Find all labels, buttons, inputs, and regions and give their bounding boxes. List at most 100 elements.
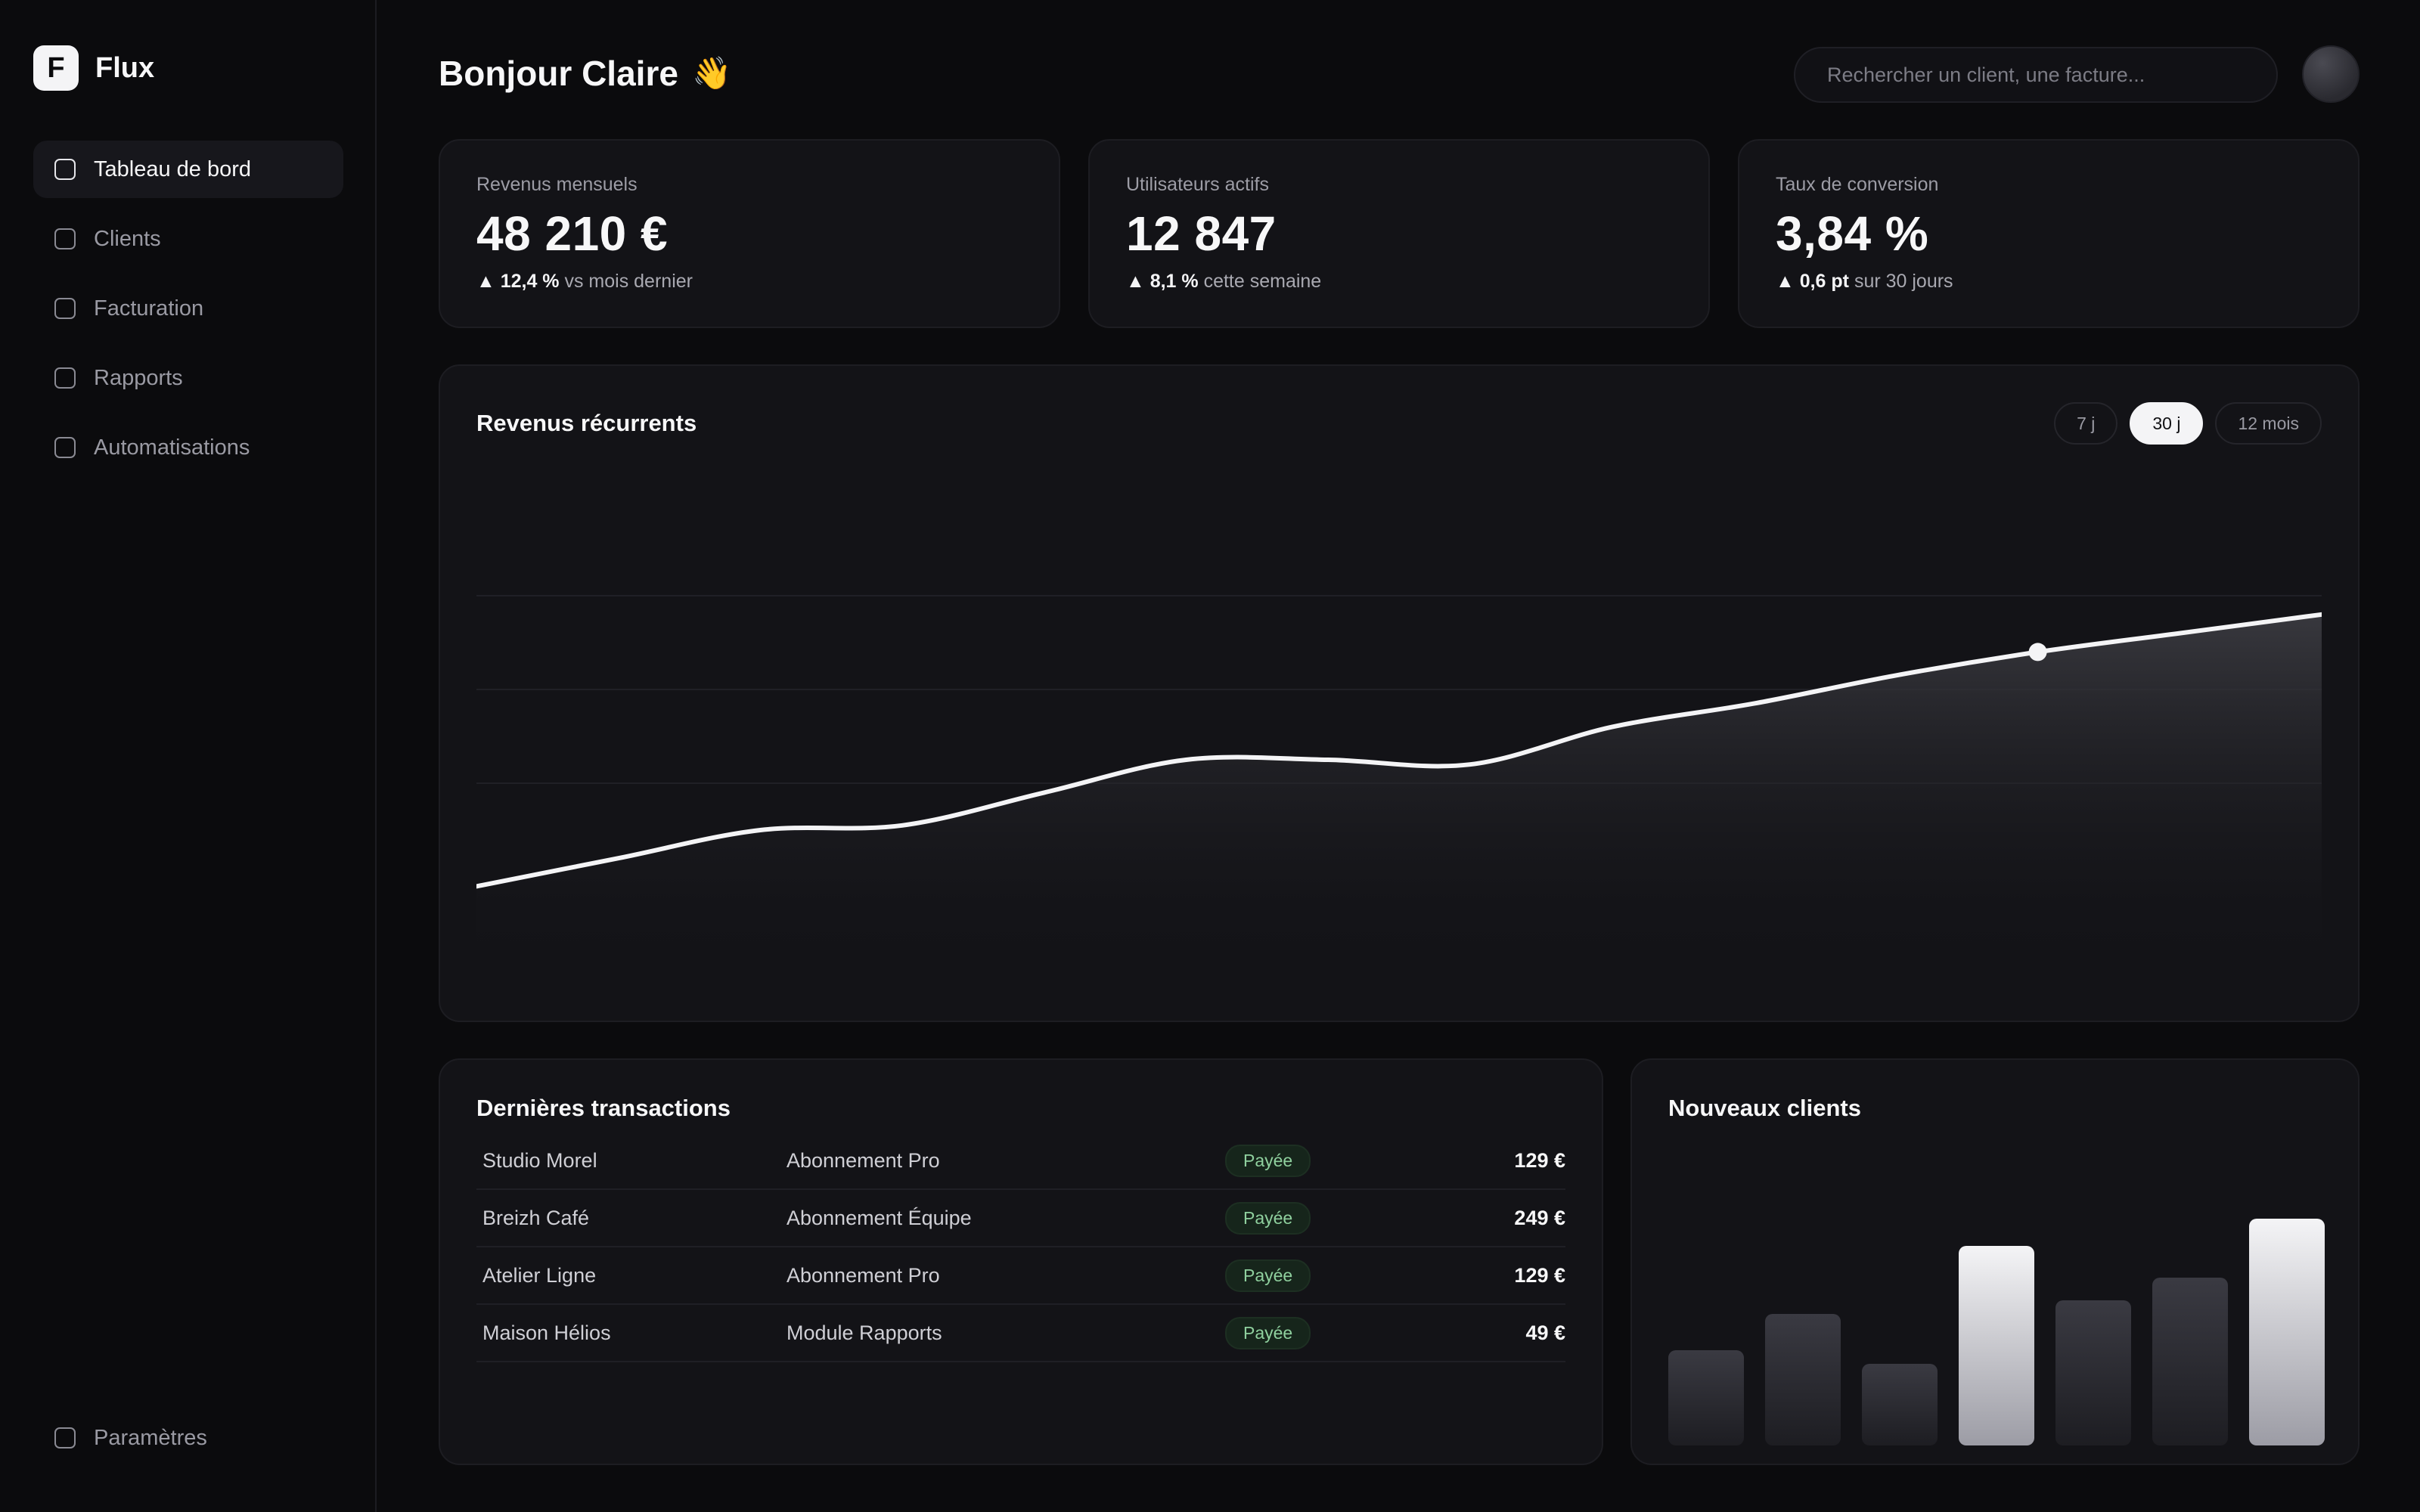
table-row[interactable]: Breizh Café Abonnement Équipe Payée 249 … xyxy=(476,1190,1565,1247)
square-icon xyxy=(54,298,76,319)
data-point xyxy=(1753,703,1754,705)
tx-product: Abonnement Pro xyxy=(786,1263,940,1287)
revenue-chart-card: Revenus récurrents 7 j 30 j 12 mois xyxy=(439,364,2360,1022)
sidebar: F Flux Tableau de bord Clients Facturati… xyxy=(0,0,377,1512)
data-point xyxy=(1612,727,1613,728)
square-icon xyxy=(54,367,76,389)
tx-product: Abonnement Pro xyxy=(786,1148,940,1172)
search-input[interactable] xyxy=(1794,47,2278,103)
table-row[interactable]: Studio Morel Abonnement Pro Payée 129 € xyxy=(476,1132,1565,1190)
kpi-label: Revenus mensuels xyxy=(476,174,638,195)
data-point xyxy=(1185,759,1187,761)
bar xyxy=(1765,1314,1841,1445)
kpi-delta-value: ▲ 0,6 pt xyxy=(1776,271,1849,292)
kpi-card-taux-de-conversion: Taux de conversion 3,84 % ▲ 0,6 pt sur 3… xyxy=(1738,139,2360,328)
sidebar-bottom: Paramètres xyxy=(33,1409,343,1479)
table-row[interactable]: Atelier Ligne Abonnement Pro Payée 129 € xyxy=(476,1247,1565,1305)
tx-amount: 129 € xyxy=(1514,1263,1565,1287)
square-icon xyxy=(54,228,76,249)
sidebar-item-clients[interactable]: Clients xyxy=(33,210,343,268)
sidebar-item-parametres[interactable]: Paramètres xyxy=(33,1409,343,1467)
status-badge: Payée xyxy=(1225,1201,1311,1235)
avatar[interactable] xyxy=(2302,45,2360,103)
tx-amount: 129 € xyxy=(1514,1148,1565,1172)
page-title: Bonjour Claire 👋 xyxy=(439,53,731,94)
tx-client: Maison Hélios xyxy=(482,1321,611,1344)
tx-client: Atelier Ligne xyxy=(482,1263,597,1287)
kpi-label: Taux de conversion xyxy=(1776,174,1939,195)
data-point xyxy=(1044,792,1045,793)
bar xyxy=(2152,1278,2228,1445)
data-point xyxy=(618,857,619,859)
kpi-card-revenus-mensuels: Revenus mensuels 48 210 € ▲ 12,4 % vs mo… xyxy=(439,139,1060,328)
tx-amount: 49 € xyxy=(1525,1321,1565,1344)
tx-amount: 249 € xyxy=(1514,1206,1565,1229)
data-point xyxy=(1469,764,1471,765)
range-button-7j[interactable]: 7 j xyxy=(2054,402,2118,445)
series-line xyxy=(476,612,2322,889)
sidebar-item-facturation[interactable]: Facturation xyxy=(33,280,343,337)
kpi-delta-context: sur 30 jours xyxy=(1849,271,1953,292)
brand[interactable]: F Flux xyxy=(33,45,154,91)
sidebar-item-label: Rapports xyxy=(94,365,183,390)
kpi-delta-context: cette semaine xyxy=(1198,271,1322,292)
chart-title: Revenus récurrents xyxy=(476,410,697,436)
sidebar-item-automatisations[interactable]: Automatisations xyxy=(33,419,343,476)
kpi-label: Utilisateurs actifs xyxy=(1126,174,1269,195)
brand-logo-icon: F xyxy=(33,45,79,91)
range-button-30j[interactable]: 30 j xyxy=(2130,402,2204,445)
square-icon xyxy=(54,1427,76,1448)
tx-status: Payée xyxy=(1225,1144,1475,1177)
kpi-delta-context: vs mois dernier xyxy=(559,271,693,292)
tx-client: Breizh Café xyxy=(482,1206,590,1229)
sidebar-item-label: Automatisations xyxy=(94,435,250,460)
tx-status: Payée xyxy=(1225,1259,1475,1292)
sidebar-item-rapports[interactable]: Rapports xyxy=(33,349,343,407)
data-point xyxy=(759,829,761,831)
new-clients-bar-chart xyxy=(1668,1219,2325,1445)
kpi-value: 48 210 € xyxy=(476,206,669,261)
kpi-delta-value: ▲ 12,4 % xyxy=(476,271,560,292)
series-area xyxy=(476,614,2322,971)
range-selector: 7 j 30 j 12 mois xyxy=(2042,402,2322,445)
revenue-area-chart xyxy=(476,595,2322,971)
kpi-delta: ▲ 8,1 % cette semaine xyxy=(1126,271,1321,293)
kpi-value: 3,84 % xyxy=(1776,206,1929,261)
kpi-value: 12 847 xyxy=(1126,206,1277,261)
tx-status: Payée xyxy=(1225,1316,1475,1349)
new-clients-title: Nouveaux clients xyxy=(1668,1095,1861,1121)
transactions-table: Studio Morel Abonnement Pro Payée 129 € … xyxy=(476,1132,1565,1362)
sidebar-item-label: Tableau de bord xyxy=(94,156,251,181)
square-icon xyxy=(54,159,76,180)
table-row[interactable]: Maison Hélios Module Rapports Payée 49 € xyxy=(476,1305,1565,1362)
greeting-text: Bonjour Claire xyxy=(439,54,678,93)
bar xyxy=(1862,1364,1938,1445)
kpi-card-utilisateurs-actifs: Utilisateurs actifs 12 847 ▲ 8,1 % cette… xyxy=(1088,139,1710,328)
tx-product: Abonnement Équipe xyxy=(786,1206,972,1229)
bar xyxy=(2055,1300,2131,1445)
data-point xyxy=(901,825,903,826)
data-point xyxy=(2179,633,2180,634)
tx-product: Module Rapports xyxy=(786,1321,942,1344)
tx-status: Payée xyxy=(1225,1201,1475,1235)
status-badge: Payée xyxy=(1225,1259,1311,1292)
sidebar-item-tableau-de-bord[interactable]: Tableau de bord xyxy=(33,141,343,198)
square-icon xyxy=(54,437,76,458)
bar xyxy=(1959,1246,2034,1445)
kpi-delta: ▲ 0,6 pt sur 30 jours xyxy=(1776,271,1953,293)
sidebar-item-label: Clients xyxy=(94,226,161,251)
range-button-12mois[interactable]: 12 mois xyxy=(2215,402,2322,445)
sidebar-item-label: Facturation xyxy=(94,296,204,321)
brand-name: Flux xyxy=(95,51,155,84)
new-clients-card: Nouveaux clients xyxy=(1630,1058,2360,1465)
bar xyxy=(2249,1219,2325,1445)
status-badge: Payée xyxy=(1225,1144,1311,1177)
transactions-title: Dernières transactions xyxy=(476,1095,731,1121)
bar xyxy=(1668,1350,1744,1445)
kpi-delta-value: ▲ 8,1 % xyxy=(1126,271,1199,292)
sidebar-nav: Tableau de bord Clients Facturation Rapp… xyxy=(33,141,343,488)
status-badge: Payée xyxy=(1225,1316,1311,1349)
data-point xyxy=(1327,759,1329,761)
tx-client: Studio Morel xyxy=(482,1148,597,1172)
kpi-delta: ▲ 12,4 % vs mois dernier xyxy=(476,271,693,293)
